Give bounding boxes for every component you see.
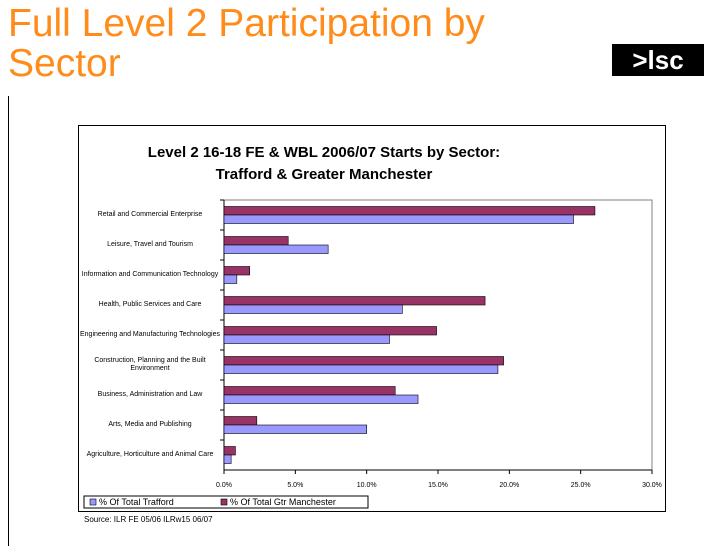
y-tick-label: Health, Public Services and Care <box>98 301 202 308</box>
x-tick-label: 0.0% <box>216 482 232 489</box>
y-tick-label: Arts, Media and Publishing <box>108 421 192 428</box>
y-tick-label: Information and Communication Technology <box>81 271 219 278</box>
x-tick-label: 20.0% <box>499 482 519 489</box>
bar <box>223 206 596 216</box>
bar <box>223 424 367 434</box>
y-tick-label: Agriculture, Horticulture and Animal Car… <box>86 451 214 458</box>
bar <box>223 334 390 344</box>
bar <box>223 454 232 464</box>
bar <box>223 274 238 284</box>
y-tick-label: Leisure, Travel and Tourism <box>107 241 193 248</box>
chart-title: Level 2 16-18 FE & WBL 2006/07 Starts by… <box>147 144 501 183</box>
bar <box>223 244 329 254</box>
bar <box>223 356 504 366</box>
bar <box>223 364 499 374</box>
x-tick-label: 15.0% <box>428 482 448 489</box>
slide-title: Full Level 2 Participation by Sector <box>8 2 485 85</box>
y-tick-label: Retail and Commercial Enterprise <box>97 211 203 218</box>
y-tick-label: Construction, Planning and the Built Env… <box>94 357 206 372</box>
x-tick-label: 30.0% <box>642 482 662 489</box>
legend-swatch <box>89 498 97 506</box>
legend-label: % Of Total Gtr Manchester <box>230 497 336 507</box>
bar <box>223 386 396 396</box>
y-tick-label: Business, Administration and Law <box>97 391 203 398</box>
bar <box>223 304 403 314</box>
y-tick-label: Engineering and Manufacturing Technologi… <box>80 331 220 338</box>
logo: >lsc <box>612 44 704 76</box>
slide-rule <box>8 96 9 546</box>
bar <box>223 296 486 306</box>
x-tick-label: 10.0% <box>357 482 377 489</box>
bar <box>223 446 236 456</box>
bar <box>223 326 437 336</box>
legend-swatch <box>220 498 228 506</box>
x-tick-label: 25.0% <box>571 482 591 489</box>
source-note: Source: ILR FE 05/06 ILRw15 06/07 <box>84 515 213 524</box>
bar <box>223 266 250 276</box>
bar <box>223 416 258 426</box>
bar <box>223 394 419 404</box>
bar <box>223 236 289 246</box>
legend-label: % Of Total Trafford <box>99 497 174 507</box>
bar <box>223 214 574 224</box>
chart-frame <box>78 125 666 512</box>
x-tick-label: 5.0% <box>287 482 303 489</box>
